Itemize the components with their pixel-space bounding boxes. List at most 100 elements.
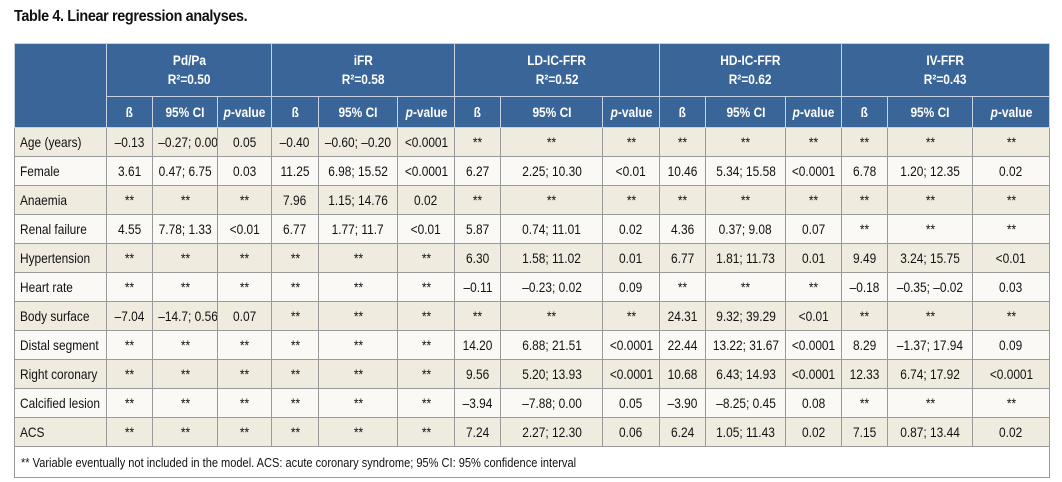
table-cell: **: [106, 243, 153, 273]
table-cell: 9.49: [841, 243, 889, 273]
table-cell: **: [318, 272, 399, 302]
table-cell: 6.78: [841, 156, 889, 186]
table-cell: 6.43; 14.93: [705, 359, 787, 389]
p-italic: p: [610, 104, 618, 120]
table-cell: –0.11: [454, 272, 502, 302]
table-cell: **: [318, 417, 399, 447]
table-cell: **: [216, 272, 273, 302]
row-label: Calcified lesion: [14, 388, 107, 418]
table-cell: **: [397, 272, 456, 302]
beta-header: ß: [841, 96, 889, 128]
table-cell: 0.06: [602, 417, 661, 447]
table-cell: 6.98; 15.52: [318, 156, 399, 186]
table-cell: **: [972, 185, 1051, 215]
table-cell: 5.20; 13.93: [500, 359, 604, 389]
table-cell: 0.02: [972, 156, 1051, 186]
table-cell: **: [106, 272, 153, 302]
table-cell: 3.61: [106, 156, 153, 186]
table-cell: 7.15: [841, 417, 889, 447]
row-label: Female: [14, 156, 107, 186]
row-label: Heart rate: [14, 272, 107, 302]
table-cell: **: [705, 127, 787, 157]
table-cell: **: [887, 185, 974, 215]
table-cell: <0.0001: [397, 127, 456, 157]
row-label: Renal failure: [14, 214, 107, 244]
table-cell: 22.44: [659, 330, 707, 360]
table-cell: **: [318, 388, 399, 418]
table-row: Age (years) –0.13 –0.27; 0.00 0.05 –0.40 –0.6…: [14, 127, 1051, 157]
table-cell: **: [972, 301, 1051, 331]
table-cell: 7.96: [271, 185, 320, 215]
table-cell: 6.24: [659, 417, 707, 447]
table-cell: 1.58; 11.02: [500, 243, 604, 273]
table-cell: –3.94: [454, 388, 502, 418]
table-cell: –0.60; –0.20: [318, 127, 399, 157]
group-name: HD-IC-FFR: [720, 52, 781, 68]
table-cell: –0.35; –0.02: [887, 272, 974, 302]
table-cell: 1.81; 11.73: [705, 243, 787, 273]
table-cell: –3.90: [659, 388, 707, 418]
row-label: Body surface: [14, 301, 107, 331]
table-cell: **: [216, 417, 273, 447]
table-cell: <0.0001: [785, 330, 843, 360]
table-cell: **: [972, 388, 1051, 418]
p-value-header: p-value: [972, 96, 1051, 128]
table-cell: 1.15; 14.76: [318, 185, 399, 215]
table-cell: **: [454, 127, 502, 157]
row-label: Right coronary: [14, 359, 107, 389]
table-cell: **: [454, 301, 502, 331]
table-cell: <0.0001: [602, 330, 661, 360]
table-cell: <0.0001: [785, 156, 843, 186]
table-cell: 10.68: [659, 359, 707, 389]
table-cell: 10.46: [659, 156, 707, 186]
ci-header: 95% CI: [705, 96, 787, 128]
row-label-header: [14, 43, 107, 128]
table-cell: **: [705, 185, 787, 215]
table-cell: <0.0001: [602, 359, 661, 389]
beta-header: ß: [454, 96, 502, 128]
table-row: Body surface –7.04 –14.7; 0.56 0.07 ** ** ** **…: [14, 301, 1051, 331]
table-cell: **: [841, 214, 889, 244]
table-cell: **: [397, 388, 456, 418]
p-rest: -value: [617, 104, 652, 120]
table-cell: **: [705, 272, 787, 302]
table-cell: **: [454, 185, 502, 215]
table-cell: **: [152, 330, 218, 360]
table-row: Renal failure 4.55 7.78; 1.33 <0.01 6.77 1.77…: [14, 214, 1051, 244]
p-value-header: p-value: [602, 96, 661, 128]
group-header-row: Pd/Pa R²=0.50 iFR R²=0.58 LD-IC-FFR R²=0.52 HD…: [14, 43, 1051, 128]
table-cell: <0.01: [972, 243, 1051, 273]
table-cell: 0.47; 6.75: [152, 156, 218, 186]
table-row: ACS ** ** ** ** ** ** 7.24 2.27; 12.30 0.06 6.24 1.…: [14, 417, 1051, 447]
row-label: Age (years): [14, 127, 107, 157]
table-cell: 1.20; 12.35: [887, 156, 974, 186]
table-cell: **: [785, 272, 843, 302]
table-cell: **: [602, 185, 661, 215]
table-cell: 3.24; 15.75: [887, 243, 974, 273]
group-r2: R²=0.62: [729, 71, 772, 87]
table-cell: 0.05: [602, 388, 661, 418]
table-cell: **: [500, 127, 604, 157]
group-header-iv-ffr: IV-FFR R²=0.43: [841, 43, 1051, 97]
table-cell: 8.29: [841, 330, 889, 360]
table-cell: **: [318, 301, 399, 331]
row-label: Distal segment: [14, 330, 107, 360]
table-cell: **: [216, 359, 273, 389]
p-italic: p: [223, 104, 231, 120]
table-cell: –0.27; 0.00: [152, 127, 218, 157]
table-cell: **: [271, 330, 320, 360]
table-cell: 0.02: [972, 417, 1051, 447]
p-rest: -value: [412, 104, 447, 120]
ci-label: 95% CI: [726, 104, 766, 120]
table-cell: **: [397, 243, 456, 273]
table-cell: 14.20: [454, 330, 502, 360]
group-header-ld-ic-ffr: LD-IC-FFR R²=0.52: [454, 43, 661, 97]
p-value-header: p-value: [785, 96, 843, 128]
p-rest: -value: [230, 104, 266, 120]
table-cell: **: [659, 272, 707, 302]
p-value-header: p-value: [397, 96, 456, 128]
table-cell: 6.77: [271, 214, 320, 244]
group-name: LD-IC-FFR: [527, 52, 587, 68]
table-cell: **: [841, 185, 889, 215]
table-cell: **: [397, 330, 456, 360]
